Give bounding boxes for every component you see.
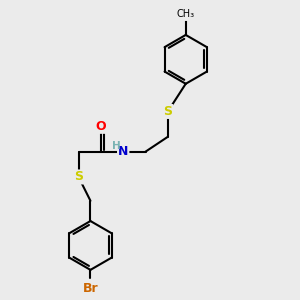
Text: H: H — [112, 141, 121, 151]
Text: N: N — [118, 145, 128, 158]
Text: Br: Br — [82, 282, 98, 296]
Text: S: S — [164, 105, 172, 118]
Text: O: O — [96, 120, 106, 133]
Text: S: S — [74, 170, 83, 184]
Text: CH₃: CH₃ — [177, 9, 195, 19]
